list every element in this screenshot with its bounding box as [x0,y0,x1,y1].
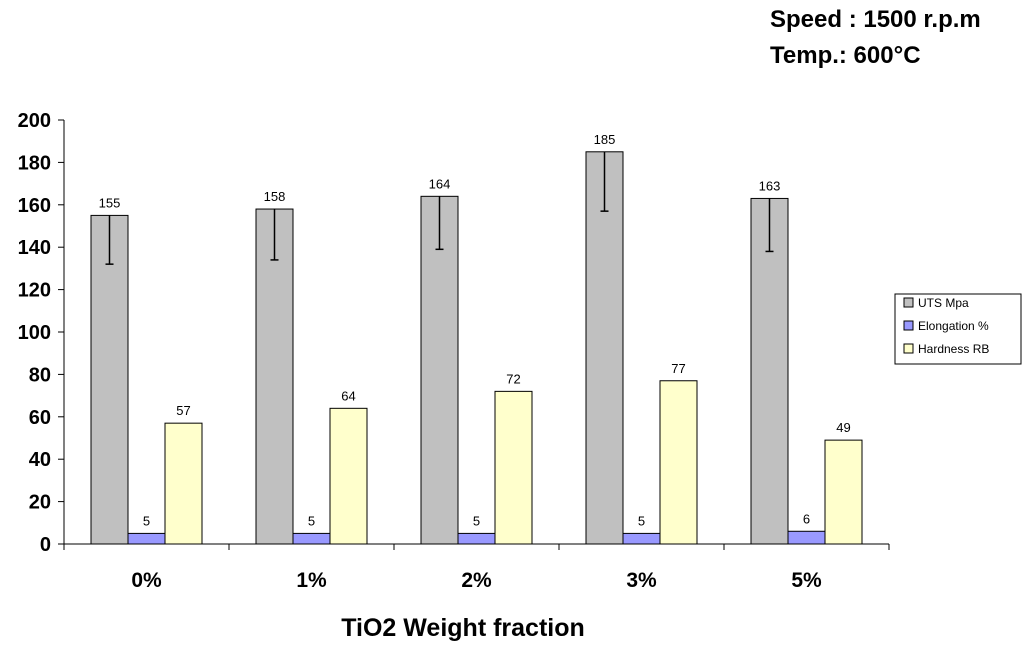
y-tick-label: 140 [18,237,51,259]
x-category-label: 1% [296,569,327,592]
bar-uts-mpa [255,208,294,545]
legend-label: Hardness RB [918,342,989,356]
legend-label: Elongation % [918,319,989,333]
data-label: 5 [638,513,645,528]
data-label: 72 [506,371,520,386]
data-label: 5 [473,513,480,528]
y-tick-label: 180 [18,152,51,174]
axes: 0 20 40 60 80 100 120 140 160 180 200 0% 1% 2% 3% 5% [18,110,890,592]
bar-elongation [787,530,826,545]
x-category-label: 0% [131,569,162,592]
data-label: 5 [143,513,150,528]
bar-hardness-rb [494,390,533,545]
y-tick-label: 160 [18,195,51,217]
bar-hardness-rb [329,407,368,545]
data-label: 77 [671,361,685,376]
bars [90,151,863,545]
legend: UTS Mpa Elongation % Hardness RB [894,293,1022,365]
data-label: 164 [429,176,451,191]
data-label: 64 [341,388,355,403]
temperature-annotation: Temp.: 600°C [770,42,921,69]
data-label: 163 [759,178,781,193]
data-label: 185 [594,132,616,147]
x-category-label: 3% [626,569,657,592]
data-label: 49 [836,420,850,435]
bar-hardness-rb [824,439,863,545]
x-category-label: 2% [461,569,492,592]
legend-swatch [903,320,914,331]
bar-elongation [127,532,166,545]
bar-elongation [622,532,661,545]
data-label: 57 [176,403,190,418]
speed-annotation: Speed : 1500 r.p.m [770,6,981,33]
bar-uts-mpa [420,195,459,545]
bar-hardness-rb [164,422,203,545]
x-category-label: 5% [791,569,822,592]
legend-label: UTS Mpa [918,296,969,310]
x-axis-title: TiO2 Weight fraction [341,614,585,642]
legend-swatch [903,343,914,354]
y-tick-label: 20 [29,492,51,514]
bar-elongation [457,532,496,545]
y-tick-label: 200 [18,110,51,132]
legend-box [894,293,1022,365]
data-label: 5 [308,513,315,528]
y-tick-label: 60 [29,407,51,429]
bar-uts-mpa [585,151,624,545]
data-label: 158 [264,189,286,204]
bar-uts-mpa [750,197,789,545]
y-tick-label: 120 [18,280,51,302]
data-label: 6 [803,511,810,526]
data-label: 155 [99,195,121,210]
legend-swatch [903,297,914,308]
y-tick-label: 40 [29,449,51,471]
bar-uts-mpa [90,214,129,545]
y-tick-label: 100 [18,322,51,344]
bar-hardness-rb [659,380,698,545]
data-labels: 155 5 57 158 5 64 164 5 72 185 5 77 163 6 49 [99,132,851,529]
y-tick-label: 0 [40,534,51,556]
bar-elongation [292,532,331,545]
y-tick-label: 80 [29,364,51,386]
